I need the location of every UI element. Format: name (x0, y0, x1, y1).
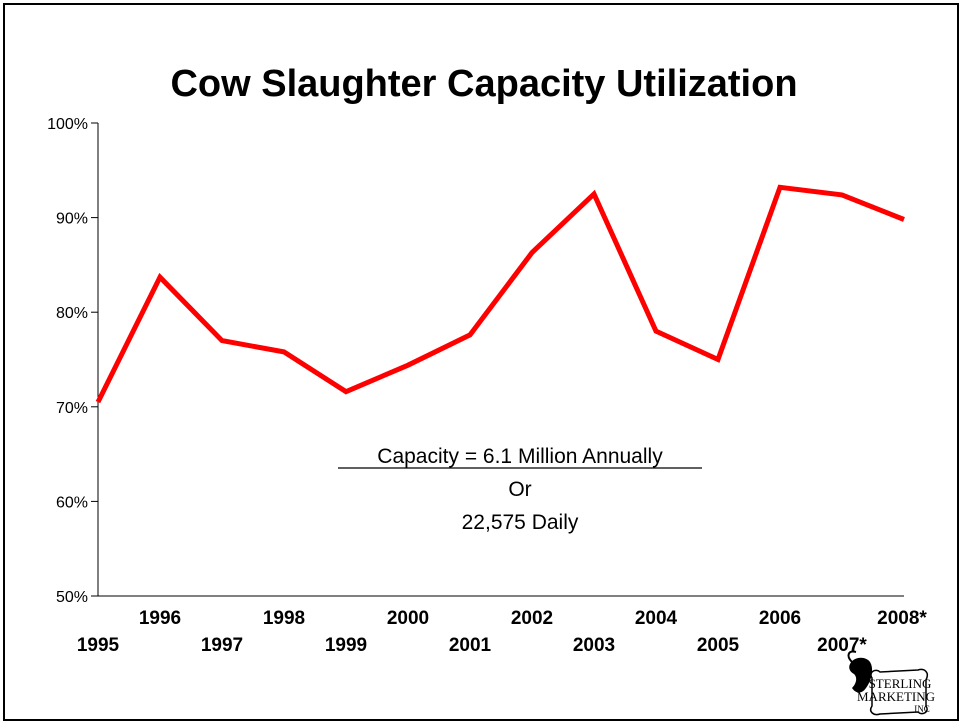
x-tick-label: 2008* (877, 608, 927, 629)
x-ticks: 1995 1996 1997 1998 1999 2000 2001 2002 2003 2004… (77, 608, 928, 656)
x-tick-label: 1999 (325, 635, 367, 656)
x-tick-label: 2006 (759, 608, 801, 629)
x-tick-label: 1996 (139, 608, 181, 629)
x-tick-label: 2000 (387, 608, 429, 629)
x-tick-label: 1998 (263, 608, 305, 629)
logo-horn (847, 650, 857, 663)
y-tick-label: 60% (56, 494, 88, 511)
x-tick-label: 2007* (817, 635, 867, 656)
logo-text-line-3: INC (914, 704, 930, 714)
capacity-annotation: Capacity = 6.1 Million Annually Or 22,57… (338, 445, 702, 534)
y-tick-label: 70% (56, 400, 88, 417)
y-tick-label: 90% (56, 211, 88, 228)
x-tick-label: 2001 (449, 635, 492, 656)
logo-text-line-1: STERLING (869, 676, 932, 691)
x-tick-label: 1995 (77, 635, 120, 656)
slide (3, 3, 959, 721)
annotation-line-1: Capacity = 6.1 Million Annually (377, 445, 663, 468)
x-tick-label: 2005 (697, 635, 740, 656)
x-tick-label: 2004 (635, 608, 678, 629)
x-tick-label: 1997 (201, 635, 243, 656)
y-tick-label: 100% (47, 116, 88, 133)
logo-text-line-2: MARKETING (857, 689, 935, 704)
y-ticks: 50% 60% 70% 80% 90% 100% (47, 116, 98, 606)
series-layer (95, 184, 905, 404)
x-tick-label: 2002 (511, 608, 553, 629)
sterling-logo: STERLING MARKETING INC (847, 650, 935, 716)
chart-title: Cow Slaughter Capacity Utilization (170, 63, 797, 105)
annotation-line-2: Or (508, 478, 531, 501)
annotation-line-3: 22,575 Daily (462, 511, 579, 534)
x-tick-label: 2003 (573, 635, 615, 656)
series-line (95, 184, 905, 404)
logo-scroll (869, 668, 929, 716)
logo-bull-head-icon (849, 657, 873, 693)
y-tick-label: 50% (56, 589, 88, 606)
y-tick-label: 80% (56, 305, 88, 322)
